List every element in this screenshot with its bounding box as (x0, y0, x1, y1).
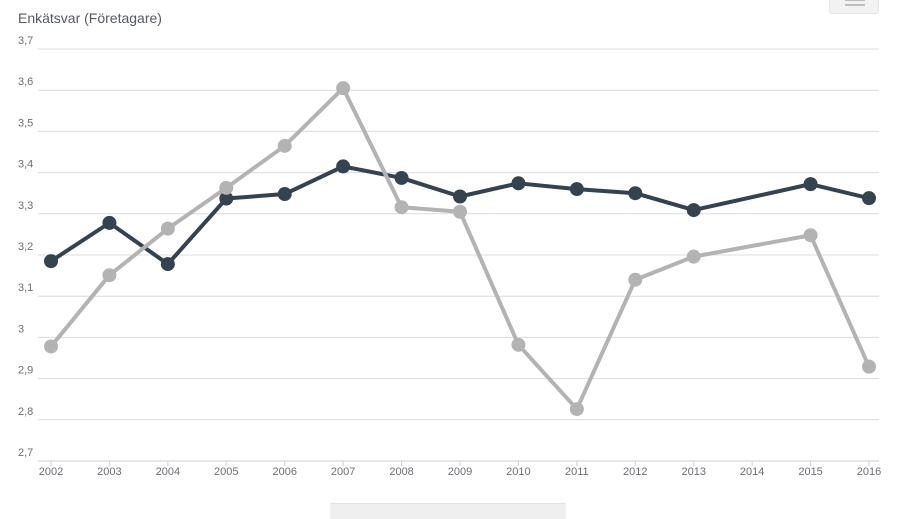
data-point[interactable] (44, 339, 58, 354)
x-tick-label: 2011 (565, 466, 589, 478)
y-axis-title: Enkätsvar (Företagare) (18, 10, 162, 26)
data-point[interactable] (803, 177, 818, 192)
grid-lines (38, 48, 879, 462)
data-point[interactable] (628, 186, 643, 201)
y-tick-label: 3,3 (18, 200, 33, 212)
x-axis-ticks: 2002 2003 2004 2005 2006 2007 2008 2009 2010 2011… (39, 461, 881, 478)
data-point[interactable] (160, 257, 175, 272)
y-tick-label: 3,2 (18, 241, 33, 253)
x-tick-label: 2002 (39, 466, 63, 478)
x-tick-label: 2014 (740, 466, 764, 478)
data-point[interactable] (219, 191, 234, 206)
x-tick-label: 2007 (331, 466, 355, 478)
y-tick-label: 3,1 (18, 282, 33, 294)
data-point[interactable] (803, 228, 818, 243)
x-tick-label: 2004 (156, 466, 180, 478)
series-line-2 (49, 86, 871, 412)
data-point[interactable] (277, 187, 292, 202)
data-point[interactable] (102, 215, 117, 230)
menu-icon (845, 0, 865, 1)
data-point[interactable] (569, 402, 584, 417)
chart-menu-button[interactable] (829, 0, 879, 14)
x-tick-label: 2006 (272, 466, 296, 478)
x-tick-label: 2015 (798, 466, 822, 478)
series-line-1 (49, 164, 871, 267)
y-tick-label: 2,9 (18, 365, 33, 377)
data-point[interactable] (686, 203, 701, 218)
data-point[interactable] (160, 221, 175, 236)
x-tick-label: 2005 (214, 466, 238, 478)
data-point[interactable] (569, 182, 584, 197)
data-point[interactable] (628, 272, 643, 287)
data-point[interactable] (862, 359, 876, 374)
data-point[interactable] (686, 249, 701, 264)
data-point[interactable] (44, 254, 58, 269)
x-tick-label: 2009 (448, 466, 472, 478)
menu-icon-bar (845, 4, 865, 6)
y-tick-label: 3,7 (18, 35, 33, 47)
data-point[interactable] (277, 138, 292, 153)
y-tick-label: 3,4 (18, 159, 33, 171)
data-point[interactable] (219, 180, 234, 195)
y-tick-label: 3 (18, 323, 24, 335)
data-point[interactable] (394, 170, 409, 185)
y-tick-label: 3,6 (18, 76, 33, 88)
x-tick-label: 2012 (623, 466, 647, 478)
data-point[interactable] (862, 191, 876, 206)
x-tick-label: 2016 (857, 466, 881, 478)
data-point[interactable] (336, 159, 351, 174)
data-point[interactable] (453, 204, 467, 219)
series-group (44, 81, 876, 417)
x-tick-label: 2008 (389, 466, 413, 478)
data-point[interactable] (453, 189, 467, 204)
legend-box (330, 503, 566, 519)
data-point[interactable] (511, 176, 526, 191)
y-tick-label: 3,5 (18, 117, 33, 129)
x-tick-label: 2010 (506, 466, 530, 478)
y-axis-ticks: 3,7 3,6 3,5 3,4 3,3 3,2 3,1 3 2,9 2,8 2,7 (18, 35, 33, 459)
x-tick-label: 2003 (97, 466, 121, 478)
data-point[interactable] (394, 200, 409, 215)
y-tick-label: 2,8 (18, 406, 33, 418)
data-point[interactable] (336, 81, 351, 96)
x-tick-label: 2013 (681, 466, 705, 478)
data-point[interactable] (102, 268, 117, 283)
data-point[interactable] (511, 337, 526, 352)
y-tick-label: 2,7 (18, 447, 33, 459)
